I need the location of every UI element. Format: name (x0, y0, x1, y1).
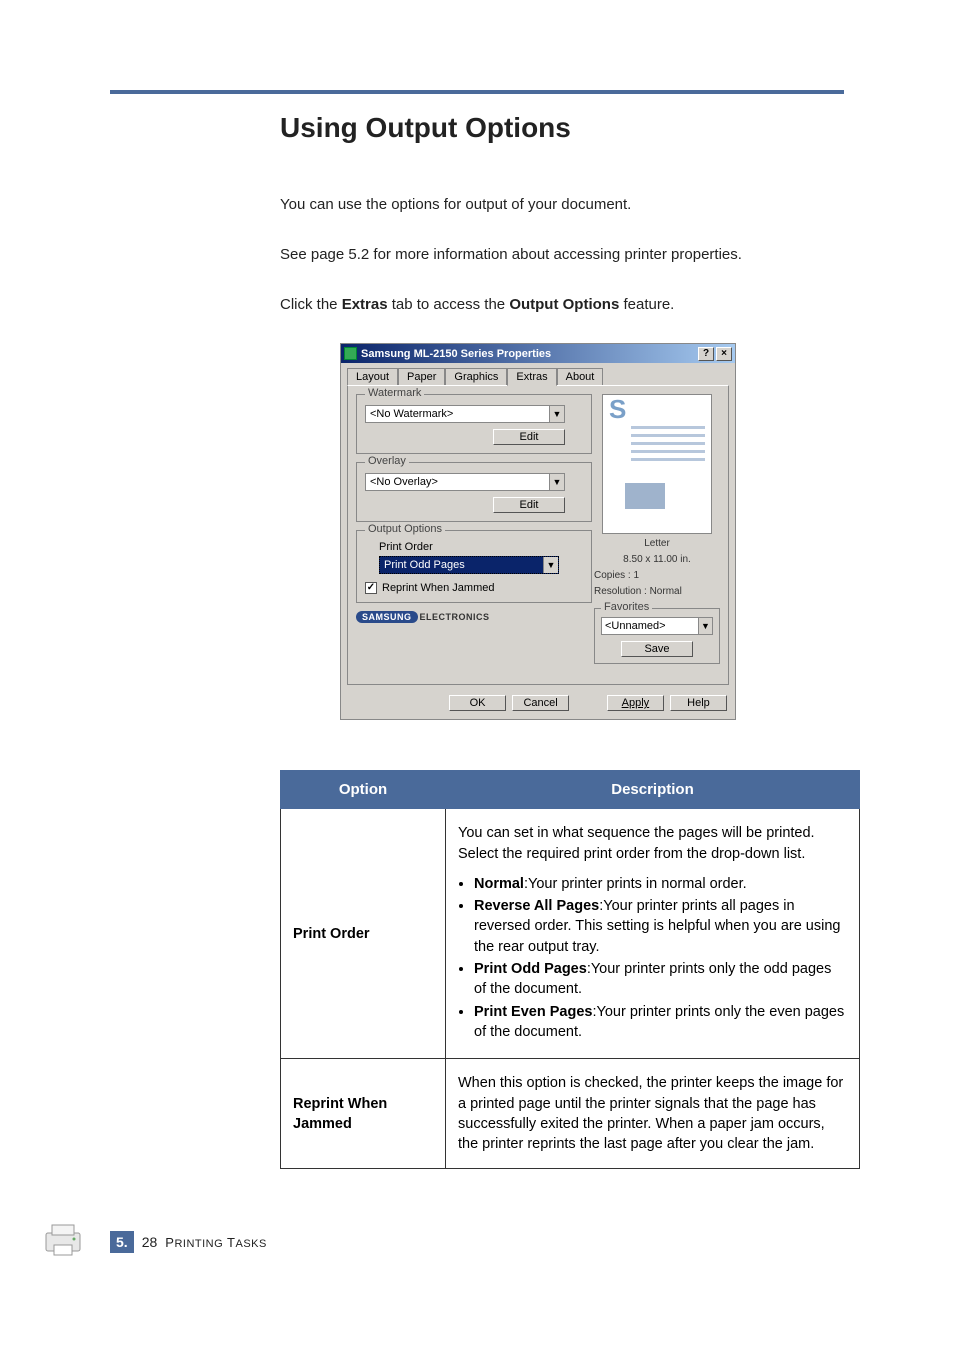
ok-button[interactable]: OK (449, 695, 506, 711)
chevron-down-icon: ▼ (698, 618, 712, 634)
preview-size: 8.50 x 11.00 in. (594, 554, 720, 566)
p3-c: tab to access the (388, 296, 510, 313)
desc-reprint: When this option is checked, the printer… (446, 1059, 860, 1169)
preview-column: S Letter 8.50 x 11.00 in. Copies : 1 Res… (594, 394, 720, 664)
favorites-legend: Favorites (601, 601, 652, 613)
p3-output: Output Options (509, 296, 619, 313)
electronics-label: ELECTRONICS (420, 612, 490, 622)
chevron-down-icon: ▼ (549, 406, 564, 422)
intro-para-2: See page 5.2 for more information about … (280, 244, 844, 266)
favorites-save-button[interactable]: Save (621, 641, 693, 657)
tab-graphics[interactable]: Graphics (445, 368, 507, 386)
page-heading: Using Output Options (280, 112, 844, 144)
top-rule (110, 90, 844, 94)
page-number-block: 5.28 PRINTING TASKS (110, 1231, 267, 1253)
list-item: Print Even Pages:Your printer prints onl… (474, 1002, 847, 1043)
print-order-list: Normal:Your printer prints in normal ord… (458, 874, 847, 1042)
options-table: Option Description Print Order You can s… (280, 770, 860, 1169)
intro-para-3: Click the Extras tab to access the Outpu… (280, 294, 844, 316)
table-row: Print Order You can set in what sequence… (281, 809, 860, 1059)
preview-copies: Copies : 1 (594, 570, 720, 582)
reprint-label: Reprint When Jammed (382, 582, 495, 594)
page-footer: 5.28 PRINTING TASKS (110, 1209, 844, 1259)
tab-extras[interactable]: Extras (507, 368, 556, 386)
desc-print-order: You can set in what sequence the pages w… (446, 809, 860, 1059)
print-order-value: Print Odd Pages (384, 559, 465, 571)
preview-s-icon: S (609, 394, 626, 424)
output-options-group: Output Options Print Order Print Odd Pag… (356, 530, 592, 603)
overlay-value: <No Overlay> (370, 476, 438, 488)
dialog-button-row: OK Cancel Apply Help (441, 691, 735, 719)
favorites-group: Favorites <Unnamed> ▼ Save (594, 608, 720, 664)
watermark-group: Watermark <No Watermark> ▼ Edit (356, 394, 592, 454)
checkbox-checked-icon: ✓ (365, 582, 377, 594)
printer-icon (40, 1219, 86, 1259)
overlay-edit-button[interactable]: Edit (493, 497, 565, 513)
watermark-select[interactable]: <No Watermark> ▼ (365, 405, 565, 423)
opt-print-order: Print Order (281, 809, 446, 1059)
p3-extras: Extras (342, 296, 388, 313)
section-label: PRINTING TASKS (165, 1235, 267, 1250)
chevron-down-icon: ▼ (543, 557, 558, 573)
output-legend: Output Options (365, 523, 445, 535)
dialog-tabs: Layout Paper Graphics Extras About (341, 363, 735, 385)
tab-layout[interactable]: Layout (347, 368, 398, 386)
tab-paper[interactable]: Paper (398, 368, 445, 386)
samsung-logo: SAMSUNG (356, 611, 418, 623)
apply-button[interactable]: Apply (607, 695, 664, 711)
dialog-title: Samsung ML-2150 Series Properties (361, 348, 696, 360)
opt-reprint: Reprint When Jammed (281, 1059, 446, 1169)
printer-app-icon (344, 347, 357, 360)
list-item: Reverse All Pages:Your printer prints al… (474, 896, 847, 957)
col-description: Description (446, 771, 860, 809)
overlay-select[interactable]: <No Overlay> ▼ (365, 473, 565, 491)
help-dialog-button[interactable]: Help (670, 695, 727, 711)
extras-panel: Watermark <No Watermark> ▼ Edit Overlay … (347, 385, 729, 685)
tab-about[interactable]: About (557, 368, 604, 386)
watermark-value: <No Watermark> (370, 408, 453, 420)
help-button[interactable]: ? (698, 347, 714, 361)
chapter-badge: 5. (110, 1231, 134, 1253)
favorites-select[interactable]: <Unnamed> ▼ (601, 617, 713, 635)
close-button[interactable]: × (716, 347, 732, 361)
preview-res: Resolution : Normal (594, 586, 720, 598)
watermark-edit-button[interactable]: Edit (493, 429, 565, 445)
print-order-label: Print Order (379, 541, 583, 553)
col-option: Option (281, 771, 446, 809)
print-order-intro: You can set in what sequence the pages w… (458, 823, 847, 864)
print-order-select[interactable]: Print Odd Pages ▼ (379, 556, 559, 574)
overlay-legend: Overlay (365, 455, 409, 467)
page-preview: S (602, 394, 712, 534)
favorites-value: <Unnamed> (605, 620, 666, 632)
brand-row: SAMSUNG ELECTRONICS (356, 611, 592, 623)
dialog-titlebar: Samsung ML-2150 Series Properties ? × (341, 344, 735, 363)
watermark-legend: Watermark (365, 387, 424, 399)
list-item: Normal:Your printer prints in normal ord… (474, 874, 847, 894)
table-row: Reprint When Jammed When this option is … (281, 1059, 860, 1169)
reprint-checkbox-row[interactable]: ✓ Reprint When Jammed (365, 582, 583, 594)
intro-para-1: You can use the options for output of yo… (280, 194, 844, 216)
cancel-button[interactable]: Cancel (512, 695, 569, 711)
dialog-screenshot: Samsung ML-2150 Series Properties ? × La… (340, 343, 844, 720)
list-item: Print Odd Pages:Your printer prints only… (474, 959, 847, 1000)
p3-a: Click the (280, 296, 342, 313)
p3-e: feature. (619, 296, 674, 313)
overlay-group: Overlay <No Overlay> ▼ Edit (356, 462, 592, 522)
preview-paper: Letter (594, 538, 720, 550)
chevron-down-icon: ▼ (549, 474, 564, 490)
